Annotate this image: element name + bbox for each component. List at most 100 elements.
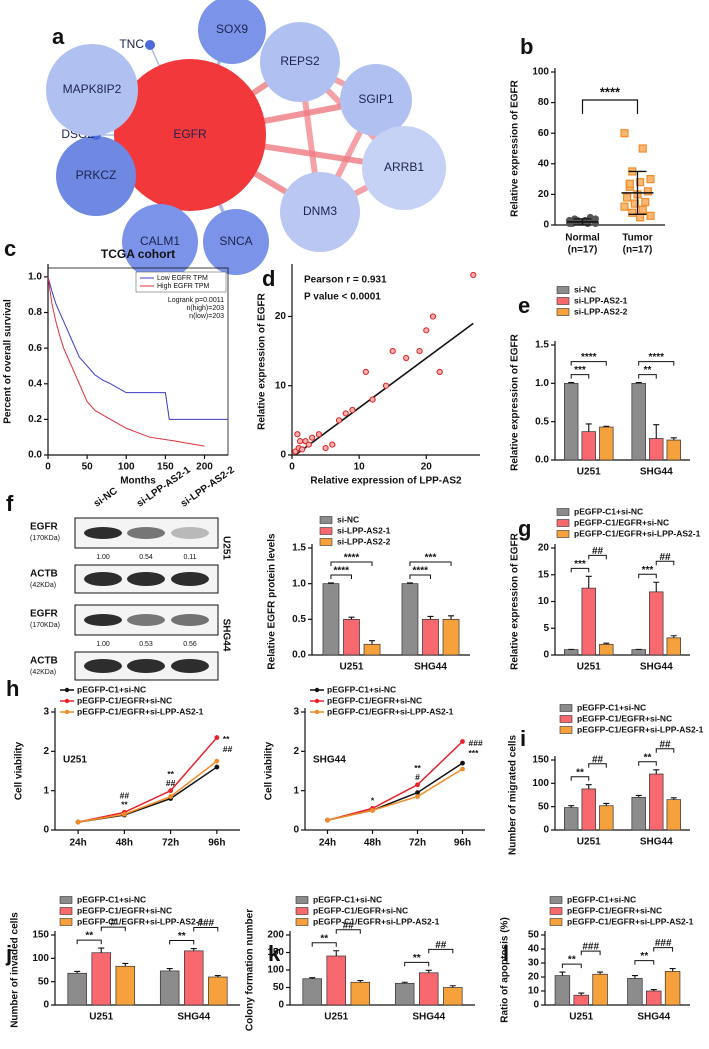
x-tick-label: SHG44 [640,837,673,848]
legend-swatch [295,907,309,915]
x-tick-label: U251 [577,837,601,848]
error-bar [653,581,660,592]
x-tick-label: 10 [354,462,366,473]
x-tick-label: SHG44 [637,1012,670,1023]
significance-label: ### [197,918,214,929]
bar [564,807,579,831]
quantification: 0.54 [139,554,153,561]
node-label: EGFR [173,127,207,141]
y-axis-label: Cell viability [264,741,275,800]
legend-swatch [319,538,333,546]
significance-label: ** [576,767,584,778]
bar [649,438,664,461]
bar [554,975,571,1006]
point [294,431,301,438]
x-tick-label: 24h [70,838,87,849]
annotation: ** [167,769,174,779]
significance-bracket [100,926,126,932]
legend-swatch [295,896,309,904]
y-tick-label: 2 [43,746,49,757]
error-bar [603,802,610,806]
legend-swatch [559,726,573,734]
significance-bracket [570,374,590,379]
bar [363,643,381,656]
bar [422,618,439,656]
x-tick-label: 50 [82,462,94,473]
y-tick-label: 0.8 [28,307,42,318]
legend-label: pEGFP-C1/EGFR+si-NC [77,905,172,915]
y-tick-label: 1.5 [292,543,306,554]
y-tick-label: 0.5 [535,416,549,427]
point [628,208,637,217]
note: n(high)=203 [186,305,224,312]
point [470,271,477,279]
legend-swatch [559,715,573,723]
x-tick-note: (n=17) [623,245,653,256]
bar [419,972,439,1006]
y-tick-label: 0 [280,450,286,461]
y-tick-label: 1.0 [28,272,42,283]
significance-bracket [655,748,675,753]
error-bar [568,805,575,808]
legend-swatch [59,896,73,904]
significance-bracket [580,950,601,956]
panel-letter: j [5,941,12,966]
legend-label: si-LPP-AS2-2 [574,306,628,316]
y-tick-label: 0.2 [28,414,42,425]
bar [159,970,180,1006]
legend-swatch [549,918,563,926]
band [127,614,165,626]
legend-swatch [314,709,320,715]
bar [631,796,646,831]
legend-label: si-LPP-AS2-1 [337,525,391,535]
node-label: REPS2 [280,54,320,68]
y-tick-label: 10 [275,380,287,391]
y-tick-label: 10 [538,596,550,607]
fit-line [294,322,474,456]
y-tick-label: 0 [533,1000,539,1011]
significance-bracket [570,776,590,781]
error-bar [401,981,408,984]
point [638,205,647,214]
point [121,811,127,817]
error-bar [166,968,173,971]
node [280,172,360,252]
line [77,760,218,823]
point [296,438,304,445]
x-tick-label: U251 [577,467,601,478]
node-label: SGIP1 [358,92,394,106]
point [315,431,322,438]
note: Logrank p=0.0011 [168,297,224,304]
annotation: Pearson r = 0.931 [304,275,387,286]
x-tick-label: U251 [340,662,364,673]
error-bar [669,968,676,972]
point [305,441,312,448]
legend-swatch [549,896,563,904]
significance-bracket [638,573,657,579]
legend-label: pEGFP-C1/EGFR+si-LPP-AS2-1 [577,724,704,734]
significance-label: ## [659,552,671,563]
significance-bracket [570,361,607,366]
significance-label: ### [655,938,672,949]
significance-bracket [335,929,361,934]
band [84,527,122,539]
annotation: ** [121,800,128,810]
row-size: (42KDa) [30,582,56,589]
y-tick-label: 150 [532,755,549,766]
legend-label: pEGFP-C1+si-NC [77,894,146,904]
point [382,382,390,389]
error-bar [670,635,677,638]
significance-bracket [311,942,337,947]
error-bar [670,437,677,441]
error-bar [635,382,642,384]
significance-bracket [428,948,454,954]
node-label: SNCA [219,234,252,248]
legend-label: High EGFR TPM [157,283,210,290]
row-size: (170KDa) [30,622,60,629]
legend-swatch [559,704,573,712]
y-tick-label: 0 [543,650,549,661]
band [127,527,165,539]
annotation: ## [166,778,176,788]
node-label: MAPK8IP2 [63,82,122,96]
